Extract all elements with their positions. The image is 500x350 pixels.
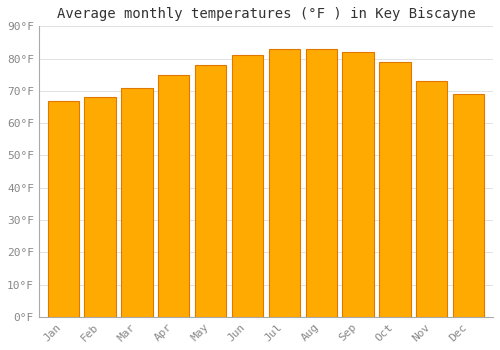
- Bar: [48, 100, 79, 317]
- Bar: [416, 81, 448, 317]
- Title: Average monthly temperatures (°F ) in Key Biscayne: Average monthly temperatures (°F ) in Ke…: [56, 7, 476, 21]
- Bar: [195, 65, 226, 317]
- Bar: [342, 52, 374, 317]
- Bar: [268, 49, 300, 317]
- Bar: [306, 49, 337, 317]
- Bar: [232, 55, 263, 317]
- Bar: [84, 97, 116, 317]
- Bar: [380, 62, 410, 317]
- Bar: [453, 94, 484, 317]
- Bar: [122, 88, 152, 317]
- Bar: [158, 75, 190, 317]
